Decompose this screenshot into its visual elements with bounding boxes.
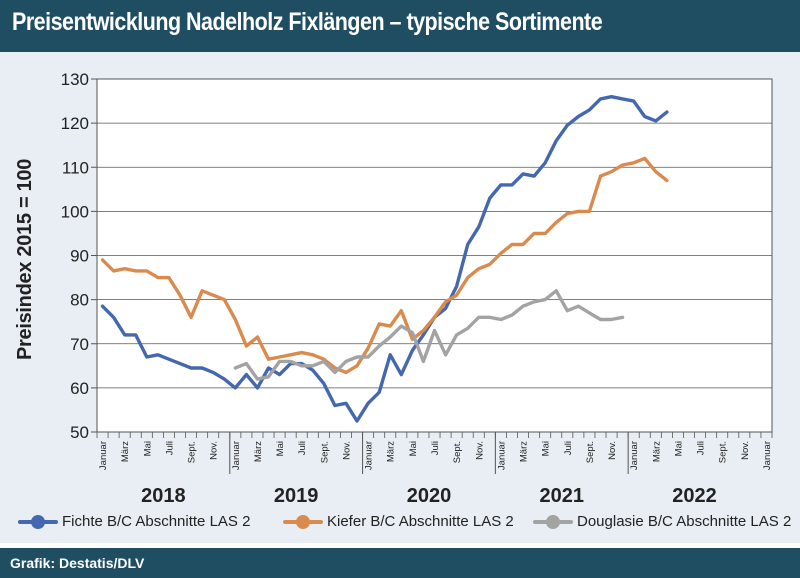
legend-swatch-kiefer [283,514,323,529]
x-tick-label: Januar [98,441,109,470]
year-label: 2022 [672,485,717,507]
series-line-kiefer [100,156,669,375]
x-tick-label: Sept. [319,441,330,463]
x-tick-label: Juli [696,441,707,455]
x-tick-label: Nov. [341,441,352,460]
y-tick-label: 70 [70,335,89,354]
x-tick-label: Sept. [187,441,198,463]
year-label: 2019 [274,485,319,507]
series-line-douglasie [233,289,625,381]
footer-bar: Grafik: Destatis/DLV [0,548,800,578]
x-tick-label: Mai [673,441,684,456]
legend-label-fichte: Fichte B/C Abschnitte LAS 2 [62,513,251,530]
x-tick-label: Mai [408,441,419,456]
year-label: 2018 [141,485,186,507]
x-tick-label: Mai [275,441,286,456]
legend-item-kiefer: Kiefer B/C Abschnitte LAS 2 [283,513,514,530]
legend-label-kiefer: Kiefer B/C Abschnitte LAS 2 [327,513,514,530]
x-tick-label: Januar [629,441,640,470]
y-tick-label: 50 [70,423,89,442]
legend-swatch-fichte [18,514,58,529]
series-line-fichte [100,94,669,423]
title-bar: Preisentwicklung Nadelholz Fixlängen – t… [0,0,800,52]
x-tick-label: Mai [142,441,153,456]
x-tick-label: Sept. [452,441,463,463]
y-tick-label: 110 [62,158,89,177]
x-tick-label: Januar [496,441,507,470]
x-tick-label: März [253,441,264,462]
y-tick-label: 130 [61,70,89,89]
x-tick-label: Juli [563,441,574,455]
source-credit: Grafik: Destatis/DLV [10,555,145,571]
x-tick-label: März [386,441,397,462]
x-tick-label: Januar [364,441,375,470]
x-tick-label: März [651,441,662,462]
x-tick-label: Januar [231,441,242,470]
legend-item-douglasie: Douglasie B/C Abschnitte LAS 2 [533,513,791,530]
legend-swatch-douglasie [533,514,573,529]
legend: Fichte B/C Abschnitte LAS 2 Kiefer B/C A… [18,513,798,539]
x-tick-label: Juli [297,441,308,455]
x-tick-label: Nov. [209,441,220,460]
legend-item-fichte: Fichte B/C Abschnitte LAS 2 [18,513,250,530]
x-tick-label: März [120,441,131,462]
chart-title: Preisentwicklung Nadelholz Fixlängen – t… [12,8,603,36]
year-label: 2020 [407,485,452,507]
y-tick-label: 90 [70,247,89,266]
x-tick-label: Nov. [474,441,485,460]
line-chart: 50 60 70 80 90 100 110 120 130 Januar März Mai Juli S… [61,70,773,507]
x-tick-label: Mai [541,441,552,456]
y-tick-label: 100 [61,202,89,221]
x-tick-label: Nov. [740,441,751,460]
x-tick-label: Sept. [718,441,729,463]
y-tick-label: 80 [70,291,89,310]
x-tick-label: Juli [430,441,441,455]
y-tick-label: 120 [61,114,89,133]
x-tick-label: Juli [164,441,175,455]
x-tick-label: März [519,441,530,462]
x-tick-label: Sept. [585,441,596,463]
year-label: 2021 [540,485,585,507]
x-tick-label: Nov. [607,441,618,460]
legend-label-douglasie: Douglasie B/C Abschnitte LAS 2 [577,513,792,530]
y-tick-label: 60 [70,379,89,398]
x-tick-label: Januar [762,441,773,470]
